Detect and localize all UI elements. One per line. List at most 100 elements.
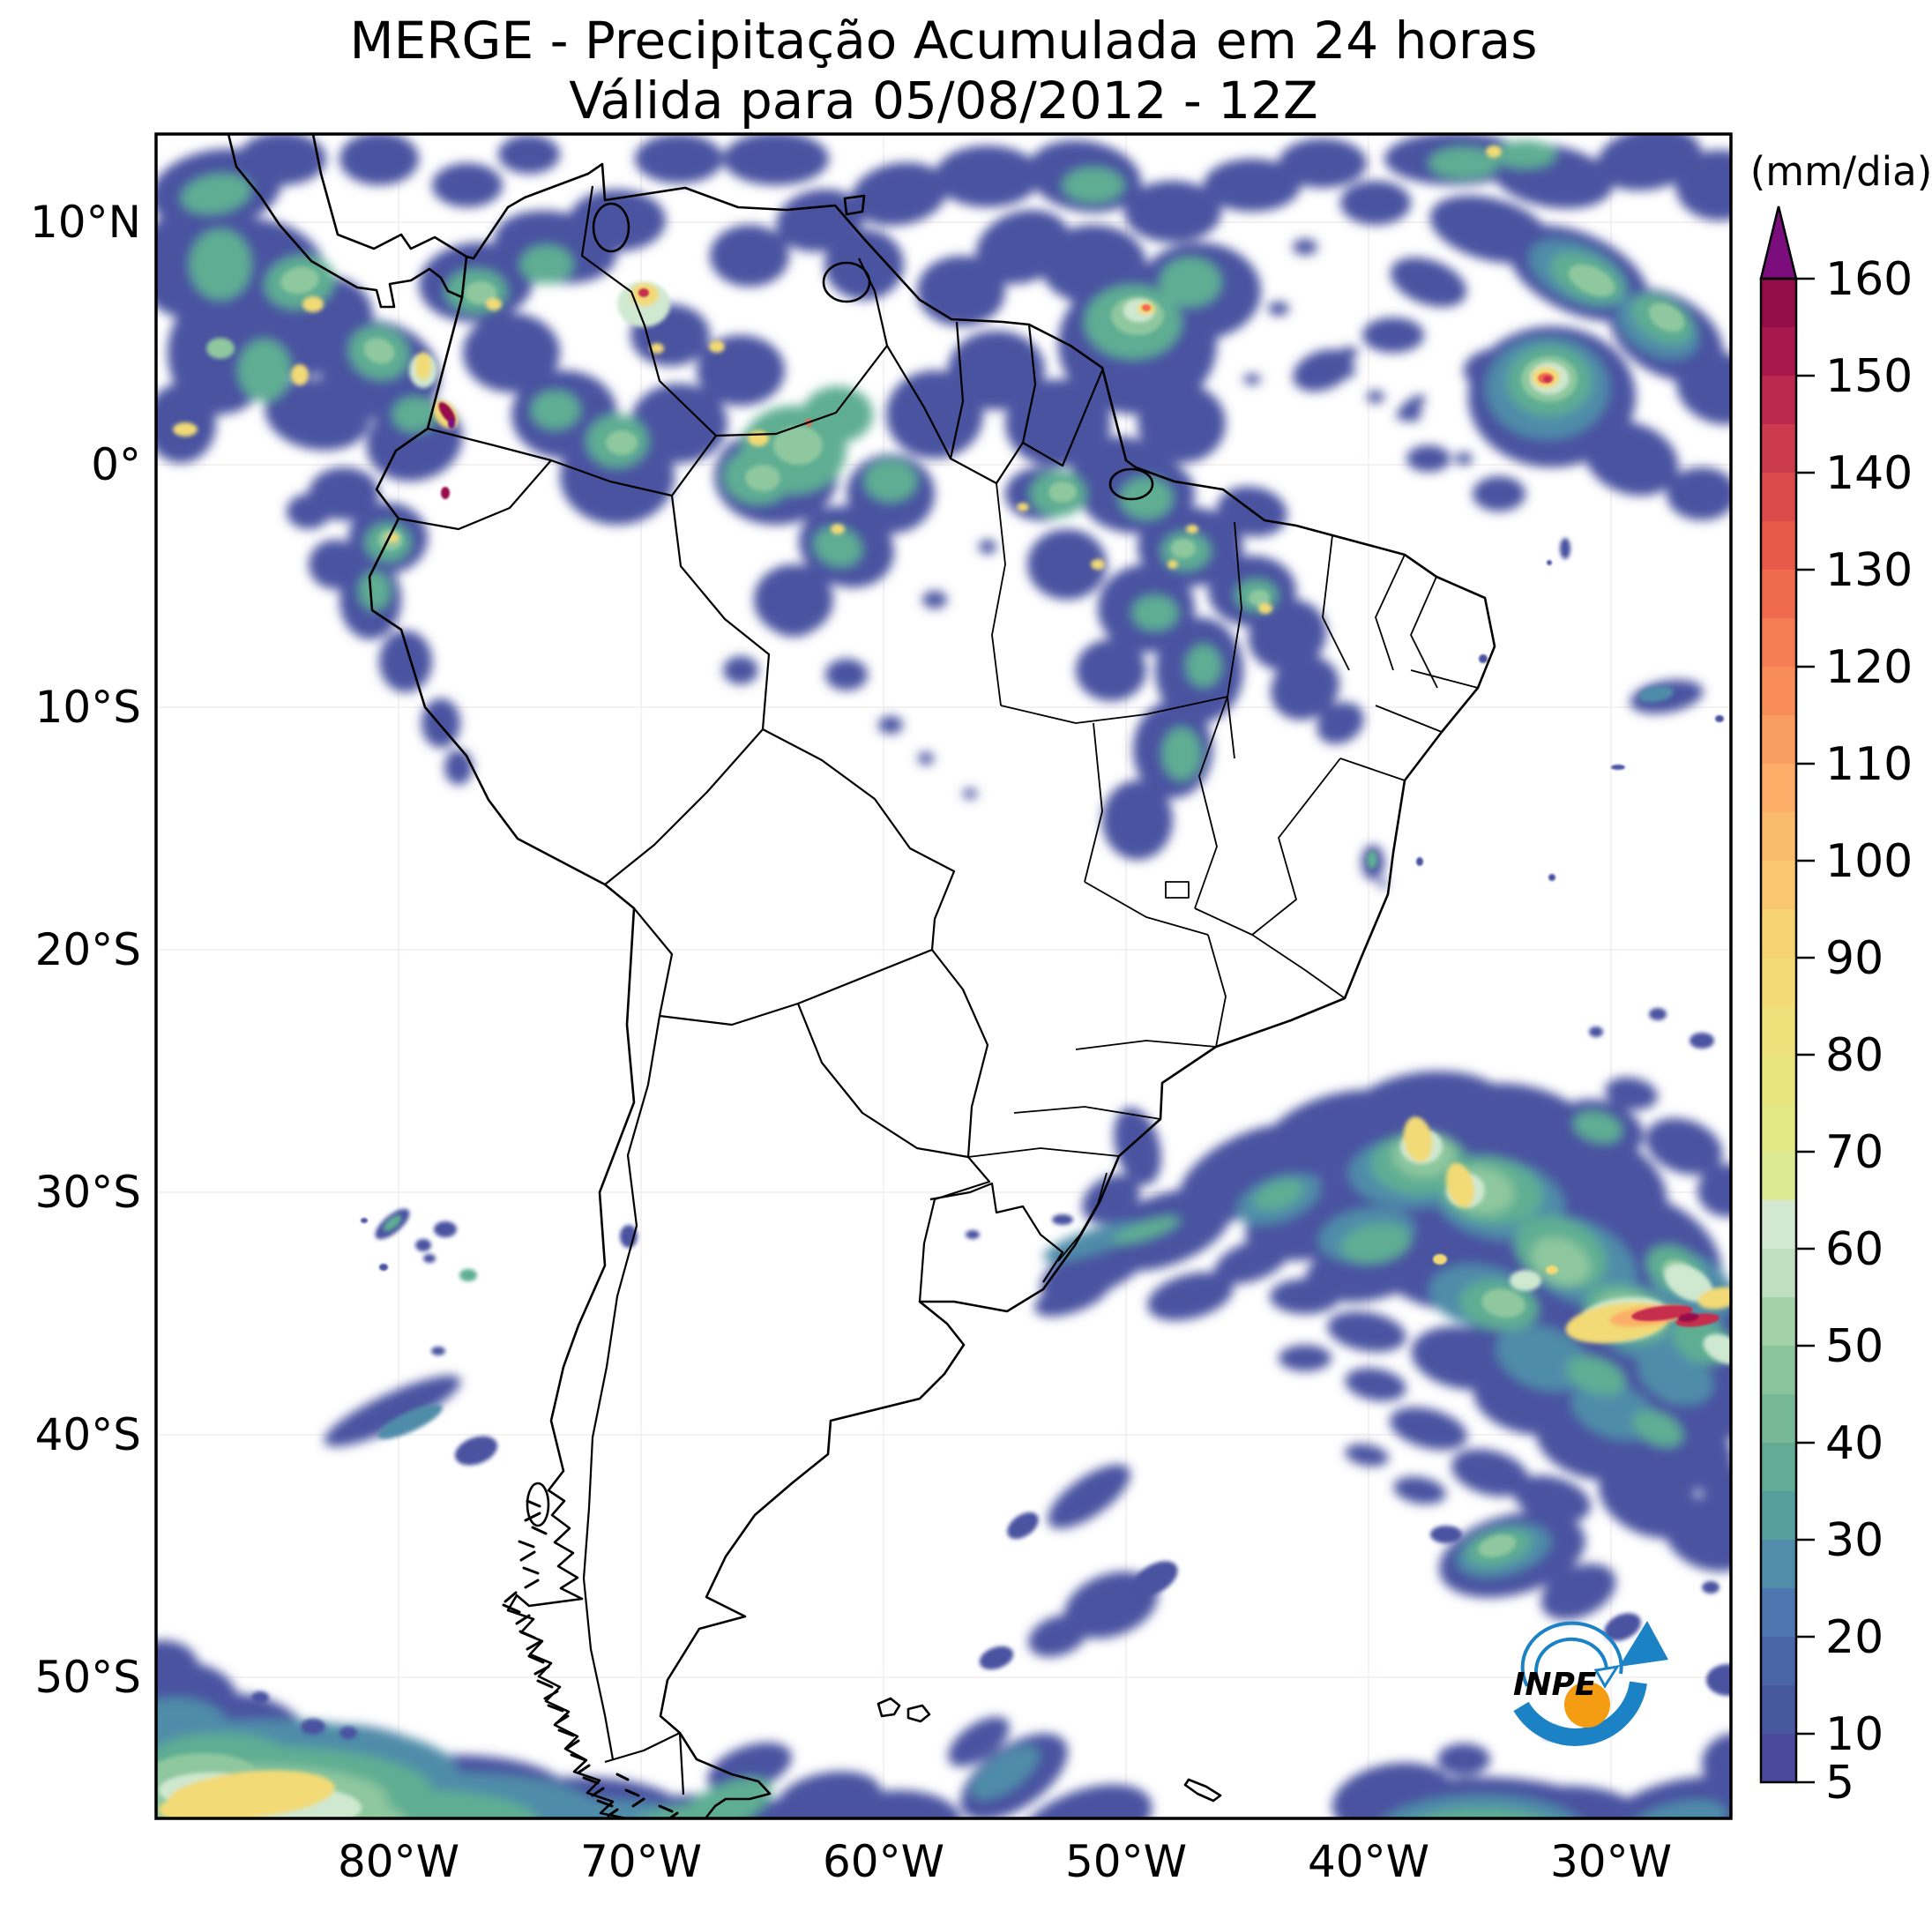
colorbar-tick-label: 5	[1825, 1757, 1854, 1810]
precip-blob	[1584, 421, 1679, 496]
colorbar-segment	[1761, 1006, 1796, 1055]
precip-blob	[173, 422, 198, 437]
precip-blob	[432, 163, 503, 207]
precip-blob	[1481, 1288, 1525, 1318]
precip-blob	[1384, 1795, 1578, 1818]
precip-blob	[1279, 1345, 1332, 1371]
colorbar-segment	[1761, 1394, 1796, 1443]
precip-blob	[1400, 407, 1421, 422]
precip-blob	[948, 331, 1045, 410]
precip-blob	[1605, 1077, 1658, 1110]
colorbar-tick-label: 70	[1825, 1126, 1884, 1179]
colorbar-segment	[1761, 909, 1796, 958]
precip-blob	[501, 1799, 698, 1818]
precip-blob	[745, 465, 780, 491]
lat-tick-label: 0°	[91, 439, 141, 490]
colorbar-segment	[1761, 473, 1796, 521]
precip-blob	[1112, 1216, 1181, 1244]
precip-blob	[1479, 654, 1488, 663]
precip-blob	[454, 1436, 498, 1466]
precip-blob	[379, 631, 432, 692]
colorbar-tick-label: 50	[1825, 1320, 1884, 1373]
colorbar-segment	[1761, 521, 1796, 570]
colorbar-segment	[1761, 1491, 1796, 1540]
colorbar-tick-label: 110	[1825, 738, 1913, 791]
precip-blob	[1132, 1561, 1178, 1596]
precip-blob	[1589, 1026, 1603, 1037]
precip-blob	[1690, 1033, 1714, 1049]
precip-blob	[1648, 302, 1685, 332]
colorbar-segment	[1761, 618, 1796, 667]
colorbar-segment	[1761, 812, 1796, 861]
colorbar-segment	[1761, 667, 1796, 715]
precip-blob	[1063, 168, 1124, 203]
colorbar-segment	[1761, 764, 1796, 812]
precip-blob	[1048, 1464, 1130, 1529]
precip-blob	[1478, 1534, 1517, 1557]
precip-blob	[1317, 702, 1364, 744]
precip-blob	[618, 1803, 722, 1818]
colorbar-tick-label: 90	[1825, 932, 1884, 985]
precip-blob	[291, 364, 309, 385]
colorbar-segment	[1761, 1685, 1796, 1734]
precip-blob	[1703, 1333, 1731, 1365]
title-line1: MERGE - Precipitação Acumulada em 24 hor…	[350, 11, 1538, 71]
precip-blob	[423, 1254, 436, 1263]
colorbar-segment	[1761, 424, 1796, 473]
precip-blob	[1214, 1238, 1290, 1284]
state-borders	[967, 482, 1479, 1158]
precip-blob	[1433, 1254, 1447, 1265]
precip-blob	[1160, 258, 1221, 307]
precip-blob	[463, 313, 560, 392]
precip-blob	[1345, 1444, 1389, 1467]
precip-blob	[971, 1745, 1040, 1800]
south-america-coastline	[368, 162, 1496, 1818]
precip-blob	[1702, 1733, 1731, 1795]
precip-blob	[1132, 595, 1178, 631]
precip-blob	[379, 1264, 388, 1271]
colorbar-segment	[1761, 376, 1796, 424]
precip-blob	[723, 656, 758, 684]
colorbar-over-arrow	[1759, 205, 1798, 280]
colorbar-tick-label: 120	[1825, 641, 1913, 694]
precip-blob	[301, 1719, 325, 1735]
precip-blob	[697, 335, 785, 406]
colorbar-segment	[1761, 1443, 1796, 1491]
colorbar-segment	[1761, 1055, 1796, 1103]
colorbar-segment	[1761, 570, 1796, 618]
precip-blob	[1406, 445, 1451, 472]
precip-blob	[1495, 140, 1556, 168]
precip-blob	[339, 134, 419, 185]
precip-blob	[1702, 1581, 1719, 1594]
south-georgia-island	[1183, 1778, 1222, 1803]
precip-blob	[1596, 134, 1702, 191]
precip-blob	[1496, 1325, 1591, 1392]
precip-blob	[361, 1218, 368, 1223]
colorbar-segment	[1761, 1734, 1796, 1782]
precip-blob	[520, 245, 573, 284]
precip-blob	[1028, 1615, 1088, 1657]
precip-blob	[531, 391, 580, 429]
precip-blob	[1270, 1279, 1340, 1314]
precip-blob	[851, 162, 948, 226]
precip-blob	[486, 298, 502, 310]
precip-blob	[1204, 159, 1301, 212]
colorbar-segment	[1761, 1346, 1796, 1394]
precip-blob	[1367, 851, 1377, 869]
precip-blob	[287, 494, 331, 529]
precip-blob	[1531, 1236, 1591, 1286]
precip-blob	[1034, 1276, 1110, 1317]
precip-blob	[1271, 655, 1339, 720]
precip-blob	[948, 1716, 1010, 1767]
precip-blob	[802, 386, 873, 443]
colorbar-tick-label: 40	[1825, 1417, 1884, 1470]
precip-blob	[1340, 347, 1358, 359]
precip-blob	[1424, 1821, 1548, 1865]
precip-blob	[1167, 560, 1178, 569]
precip-blob	[935, 146, 1041, 207]
precip-blob	[1007, 1512, 1039, 1540]
precip-blob	[1664, 1264, 1713, 1303]
precip-blob	[181, 174, 251, 214]
precip-blob	[1513, 1475, 1591, 1523]
precip-blob	[824, 229, 904, 300]
